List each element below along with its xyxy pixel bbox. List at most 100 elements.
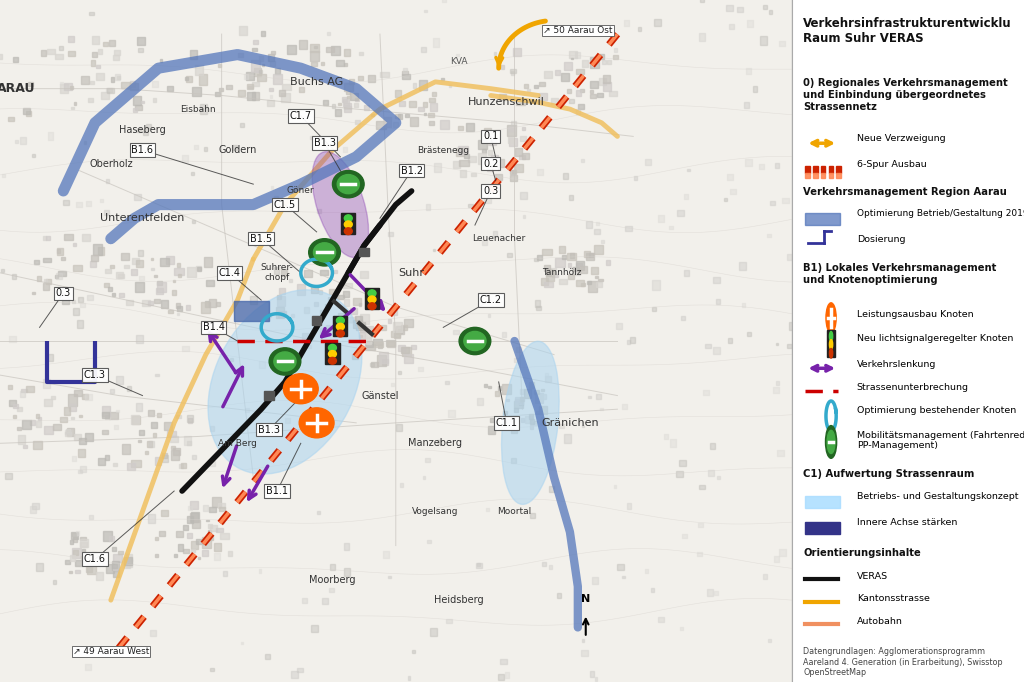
Bar <box>198 557 200 559</box>
Bar <box>790 322 796 330</box>
Circle shape <box>329 357 337 364</box>
Bar <box>381 325 386 330</box>
Bar <box>535 300 540 307</box>
Bar <box>521 418 524 421</box>
Bar <box>404 354 413 364</box>
Bar <box>333 316 347 336</box>
Bar <box>529 382 534 387</box>
Bar <box>218 503 225 507</box>
Bar <box>787 344 792 348</box>
Bar <box>68 36 75 42</box>
Bar <box>594 246 603 254</box>
Bar <box>542 389 544 391</box>
Bar <box>19 136 26 144</box>
Bar <box>421 47 426 52</box>
Bar <box>654 18 660 26</box>
Bar <box>442 0 446 2</box>
Bar <box>347 96 351 98</box>
Bar <box>95 572 102 580</box>
Bar <box>130 80 135 87</box>
Bar <box>707 589 713 597</box>
Bar <box>195 65 203 75</box>
Bar <box>124 265 129 269</box>
Bar <box>101 406 110 417</box>
Bar <box>264 391 273 400</box>
Bar <box>183 549 188 552</box>
Bar <box>355 120 359 123</box>
Circle shape <box>329 351 337 357</box>
Bar <box>186 306 190 310</box>
Text: N: N <box>582 593 591 604</box>
Text: Goldern: Goldern <box>218 145 257 155</box>
Bar <box>153 98 156 102</box>
Text: Unterentfelden: Unterentfelden <box>100 213 184 223</box>
Bar <box>262 64 264 66</box>
Bar <box>304 307 309 312</box>
Bar <box>258 569 261 573</box>
Bar <box>699 0 705 2</box>
Bar <box>614 485 616 488</box>
Bar <box>312 316 322 325</box>
Bar <box>419 80 427 89</box>
Bar <box>507 254 512 257</box>
Bar <box>352 320 361 329</box>
Bar <box>19 391 25 398</box>
Bar <box>302 599 306 603</box>
Bar <box>774 163 779 168</box>
Bar <box>76 202 82 207</box>
Bar <box>93 244 102 256</box>
Bar <box>273 74 283 84</box>
Bar <box>210 525 217 531</box>
Bar <box>141 300 151 306</box>
Bar <box>423 476 425 479</box>
Bar <box>105 563 115 573</box>
Bar <box>464 154 469 158</box>
Bar <box>41 50 46 56</box>
Bar <box>763 574 767 578</box>
Bar <box>177 263 180 267</box>
Bar <box>87 295 93 299</box>
Bar <box>364 105 369 110</box>
Bar <box>748 20 754 27</box>
Bar <box>93 552 96 557</box>
Text: C1.4: C1.4 <box>218 268 241 278</box>
Bar <box>13 415 16 419</box>
Bar <box>634 177 637 181</box>
Bar <box>77 320 83 327</box>
Circle shape <box>825 426 837 458</box>
Bar <box>43 258 51 263</box>
Bar <box>26 110 32 116</box>
Text: Suhrer-
chopf: Suhrer- chopf <box>261 263 294 282</box>
Bar <box>582 60 588 67</box>
Bar <box>530 419 535 424</box>
Bar <box>343 283 351 288</box>
Bar <box>526 89 529 91</box>
Bar <box>519 400 523 405</box>
Bar <box>391 331 400 337</box>
Bar <box>98 49 101 54</box>
Bar <box>427 540 431 544</box>
Bar <box>549 486 554 492</box>
Bar <box>13 404 18 409</box>
Bar <box>505 672 509 678</box>
Bar <box>577 280 584 286</box>
Bar <box>379 353 388 363</box>
Ellipse shape <box>502 341 559 505</box>
Text: Manzeberg: Manzeberg <box>409 439 463 448</box>
Bar <box>80 466 86 472</box>
Bar <box>199 74 207 85</box>
Bar <box>216 302 220 306</box>
Bar <box>106 179 110 183</box>
Bar <box>104 415 111 419</box>
Bar <box>400 325 407 329</box>
Bar <box>365 288 379 309</box>
Bar <box>302 333 308 341</box>
Bar <box>178 544 183 550</box>
Bar <box>85 664 91 670</box>
Bar <box>72 300 76 303</box>
Bar <box>698 33 706 41</box>
Bar <box>486 508 488 512</box>
Bar <box>92 52 97 57</box>
Bar <box>193 456 196 460</box>
Bar <box>190 512 200 522</box>
